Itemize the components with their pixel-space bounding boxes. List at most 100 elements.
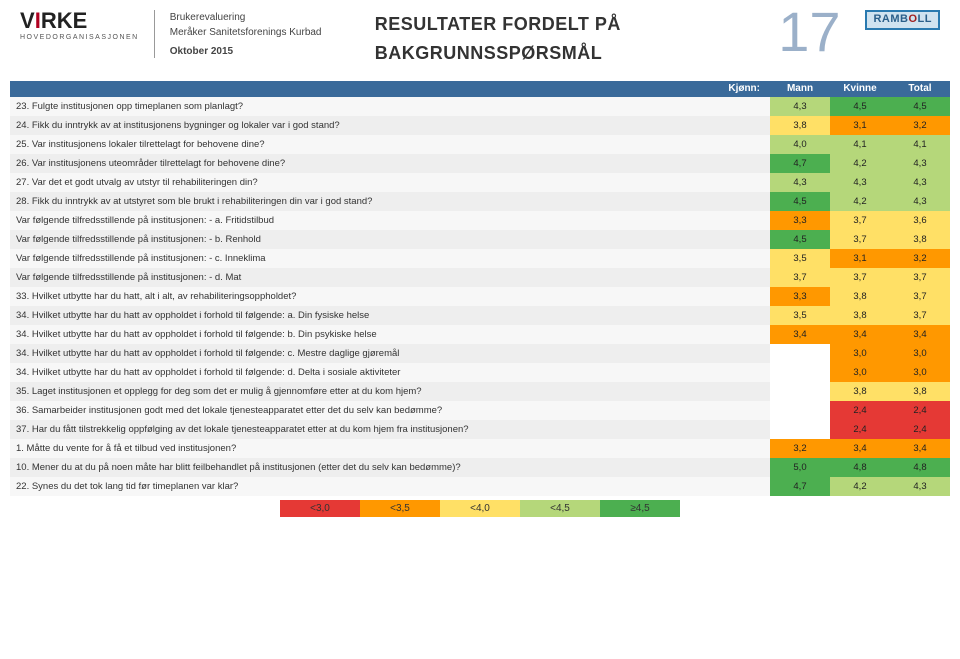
column-header-total: Total bbox=[890, 81, 950, 97]
table-body: 23. Fulgte institusjonen opp timeplanen … bbox=[10, 97, 950, 496]
table-row: 26. Var institusjonens uteområder tilret… bbox=[10, 154, 950, 173]
value-cell: 2,4 bbox=[830, 420, 890, 439]
question-cell: 22. Synes du det tok lang tid før timepl… bbox=[10, 477, 770, 496]
value-cell: 4,3 bbox=[770, 97, 830, 116]
page-number: 17 bbox=[778, 10, 840, 55]
table-row: 34. Hvilket utbytte har du hatt av oppho… bbox=[10, 363, 950, 382]
question-cell: 25. Var institusjonens lokaler tilrettel… bbox=[10, 135, 770, 154]
value-cell: 3,8 bbox=[830, 287, 890, 306]
value-cell: 2,4 bbox=[890, 420, 950, 439]
value-cell bbox=[770, 382, 830, 401]
value-cell: 3,7 bbox=[830, 211, 890, 230]
table-row: 36. Samarbeider institusjonen godt med d… bbox=[10, 401, 950, 420]
table-row: 28. Fikk du inntrykk av at utstyret som … bbox=[10, 192, 950, 211]
value-cell: 3,0 bbox=[830, 363, 890, 382]
question-cell: 34. Hvilket utbytte har du hatt av oppho… bbox=[10, 363, 770, 382]
value-cell: 3,7 bbox=[770, 268, 830, 287]
value-cell: 4,2 bbox=[830, 154, 890, 173]
results-table: Kjønn: Mann Kvinne Total 23. Fulgte inst… bbox=[10, 81, 950, 496]
value-cell: 3,3 bbox=[770, 287, 830, 306]
value-cell: 3,7 bbox=[890, 287, 950, 306]
legend-cell: ≥4,5 bbox=[600, 500, 680, 517]
ramboll-logo: RAMBOLL bbox=[865, 10, 940, 30]
value-cell: 3,4 bbox=[890, 325, 950, 344]
title-line-2: BAKGRUNNSSPØRSMÅL bbox=[375, 39, 763, 68]
table-row: 37. Har du fått tilstrekkelig oppfølging… bbox=[10, 420, 950, 439]
value-cell: 2,4 bbox=[830, 401, 890, 420]
virke-logo: VIRKE HOVEDORGANISASJONEN bbox=[20, 10, 139, 41]
page-header: VIRKE HOVEDORGANISASJONEN Brukerevalueri… bbox=[0, 0, 960, 73]
question-cell: 28. Fikk du inntrykk av at utstyret som … bbox=[10, 192, 770, 211]
question-cell: Var følgende tilfredsstillende på instit… bbox=[10, 249, 770, 268]
value-cell: 4,3 bbox=[830, 173, 890, 192]
table-row: Var følgende tilfredsstillende på instit… bbox=[10, 249, 950, 268]
value-cell: 3,7 bbox=[890, 306, 950, 325]
table-row: Var følgende tilfredsstillende på instit… bbox=[10, 268, 950, 287]
legend-cell: <3,5 bbox=[360, 500, 440, 517]
value-cell: 3,2 bbox=[890, 249, 950, 268]
value-cell: 3,5 bbox=[770, 306, 830, 325]
value-cell: 4,1 bbox=[890, 135, 950, 154]
table-row: Var følgende tilfredsstillende på instit… bbox=[10, 230, 950, 249]
table-row: 24. Fikk du inntrykk av at institusjonen… bbox=[10, 116, 950, 135]
question-cell: 24. Fikk du inntrykk av at institusjonen… bbox=[10, 116, 770, 135]
value-cell bbox=[770, 344, 830, 363]
value-cell: 3,4 bbox=[770, 325, 830, 344]
question-cell: 36. Samarbeider institusjonen godt med d… bbox=[10, 401, 770, 420]
ramboll-logo-text: RAMBOLL bbox=[873, 13, 932, 25]
value-cell: 4,7 bbox=[770, 154, 830, 173]
value-cell: 4,3 bbox=[890, 477, 950, 496]
value-cell: 3,4 bbox=[830, 439, 890, 458]
question-cell: Var følgende tilfredsstillende på instit… bbox=[10, 211, 770, 230]
value-cell: 4,7 bbox=[770, 477, 830, 496]
value-cell: 3,7 bbox=[830, 230, 890, 249]
value-cell: 3,8 bbox=[890, 382, 950, 401]
value-cell: 4,3 bbox=[770, 173, 830, 192]
column-header-kvinne: Kvinne bbox=[830, 81, 890, 97]
value-cell: 3,0 bbox=[890, 344, 950, 363]
legend-cell: <3,0 bbox=[280, 500, 360, 517]
value-cell: 3,1 bbox=[830, 116, 890, 135]
table-row: 34. Hvilket utbytte har du hatt av oppho… bbox=[10, 325, 950, 344]
title-line-1: RESULTATER FORDELT PÅ bbox=[375, 10, 763, 39]
value-cell: 4,3 bbox=[890, 154, 950, 173]
value-cell: 3,8 bbox=[890, 230, 950, 249]
value-cell: 3,2 bbox=[890, 116, 950, 135]
question-cell: 27. Var det et godt utvalg av utstyr til… bbox=[10, 173, 770, 192]
table-row: Var følgende tilfredsstillende på instit… bbox=[10, 211, 950, 230]
value-cell: 2,4 bbox=[890, 401, 950, 420]
virke-logo-subtext: HOVEDORGANISASJONEN bbox=[20, 34, 139, 41]
value-cell: 4,1 bbox=[830, 135, 890, 154]
table-header-row: Kjønn: Mann Kvinne Total bbox=[10, 81, 950, 97]
legend-cell: <4,5 bbox=[520, 500, 600, 517]
meta-line-1: Brukerevaluering bbox=[170, 10, 360, 25]
value-cell: 3,2 bbox=[770, 439, 830, 458]
table-row: 10. Mener du at du på noen måte har blit… bbox=[10, 458, 950, 477]
question-cell: 33. Hvilket utbytte har du hatt, alt i a… bbox=[10, 287, 770, 306]
value-cell bbox=[770, 363, 830, 382]
value-cell: 3,4 bbox=[830, 325, 890, 344]
value-cell: 5,0 bbox=[770, 458, 830, 477]
value-cell: 3,1 bbox=[830, 249, 890, 268]
question-cell: 34. Hvilket utbytte har du hatt av oppho… bbox=[10, 344, 770, 363]
table-row: 34. Hvilket utbytte har du hatt av oppho… bbox=[10, 344, 950, 363]
value-cell: 4,8 bbox=[830, 458, 890, 477]
table-row: 34. Hvilket utbytte har du hatt av oppho… bbox=[10, 306, 950, 325]
value-cell: 3,0 bbox=[890, 363, 950, 382]
value-cell bbox=[770, 420, 830, 439]
question-cell: 23. Fulgte institusjonen opp timeplanen … bbox=[10, 97, 770, 116]
table-row: 1. Måtte du vente for å få et tilbud ved… bbox=[10, 439, 950, 458]
page-title: RESULTATER FORDELT PÅ BAKGRUNNSSPØRSMÅL bbox=[375, 10, 763, 68]
value-cell: 4,0 bbox=[770, 135, 830, 154]
question-cell: 34. Hvilket utbytte har du hatt av oppho… bbox=[10, 306, 770, 325]
value-cell: 4,5 bbox=[890, 97, 950, 116]
question-cell: 26. Var institusjonens uteområder tilret… bbox=[10, 154, 770, 173]
question-cell: Var følgende tilfredsstillende på instit… bbox=[10, 230, 770, 249]
value-cell: 3,8 bbox=[830, 306, 890, 325]
question-cell: 35. Laget institusjonen et opplegg for d… bbox=[10, 382, 770, 401]
legend-cell: <4,0 bbox=[440, 500, 520, 517]
value-cell: 3,8 bbox=[830, 382, 890, 401]
value-cell: 4,3 bbox=[890, 173, 950, 192]
value-cell: 3,6 bbox=[890, 211, 950, 230]
question-cell: 37. Har du fått tilstrekkelig oppfølging… bbox=[10, 420, 770, 439]
